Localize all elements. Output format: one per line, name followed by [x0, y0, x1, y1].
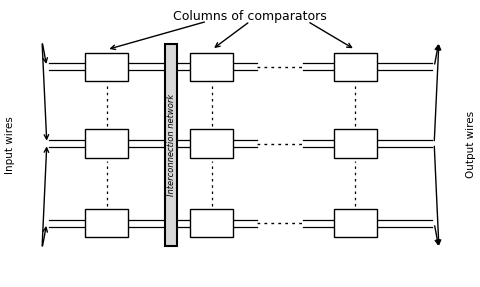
Bar: [333, 53, 376, 81]
Bar: [190, 53, 233, 81]
Text: Output wires: Output wires: [465, 111, 475, 179]
Bar: [165, 44, 177, 246]
Bar: [190, 129, 233, 158]
Bar: [333, 129, 376, 158]
Bar: [85, 129, 128, 158]
Text: Columns of comparators: Columns of comparators: [173, 10, 326, 23]
Text: Interconnection network: Interconnection network: [166, 94, 175, 196]
Bar: [333, 209, 376, 237]
Bar: [190, 209, 233, 237]
Bar: [85, 209, 128, 237]
Bar: [85, 53, 128, 81]
Text: Input wires: Input wires: [5, 116, 15, 174]
